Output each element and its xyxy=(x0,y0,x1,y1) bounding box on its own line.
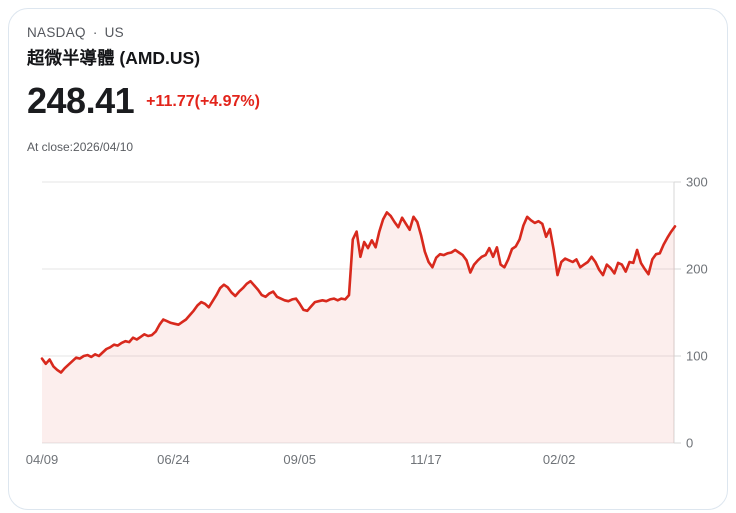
region-label: US xyxy=(104,25,124,40)
y-tick-label-100: 100 xyxy=(686,349,708,364)
price-change: +11.77(+4.97%) xyxy=(146,93,260,110)
dot-separator: · xyxy=(92,25,98,40)
exchange-line: NASDAQ · US xyxy=(27,25,124,40)
x-tick-label-02-02: 02/02 xyxy=(543,452,576,467)
last-price: 248.41 xyxy=(27,80,135,121)
x-tick-label-04-09: 04/09 xyxy=(26,452,59,467)
price-row: 248.41 +11.77(+4.97%) xyxy=(27,83,260,119)
stock-title: 超微半導體 (AMD.US) xyxy=(27,48,201,68)
y-tick-label-300: 300 xyxy=(686,175,708,190)
area-fill xyxy=(42,212,675,443)
as-of-timestamp: At close:2026/04/10 xyxy=(27,140,134,154)
exchange-label: NASDAQ xyxy=(27,25,86,40)
y-tick-label-200: 200 xyxy=(686,262,708,277)
y-tick-label-0: 0 xyxy=(686,436,693,451)
stock-quote-card: NASDAQ · US 超微半導體 (AMD.US) 248.41 +11.77(+… xyxy=(8,8,728,510)
price-line xyxy=(40,211,677,374)
x-tick-label-09-05: 09/05 xyxy=(283,452,316,467)
x-tick-label-11-17: 11/17 xyxy=(410,452,442,467)
x-tick-label-06-24: 06/24 xyxy=(157,452,190,467)
